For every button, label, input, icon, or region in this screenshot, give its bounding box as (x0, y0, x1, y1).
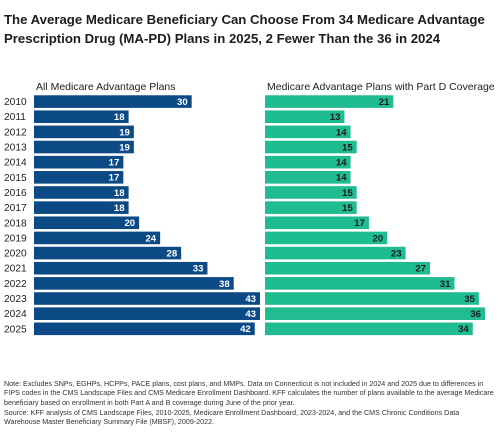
value-label-part-d-2024: 36 (470, 309, 481, 320)
value-label-all-ma-2014: 17 (109, 158, 120, 169)
value-label-all-ma-2010: 30 (177, 97, 188, 108)
bar-all-ma-2013 (34, 140, 134, 154)
value-label-part-d-2021: 27 (415, 264, 426, 275)
bar-part-d-2012 (265, 125, 351, 139)
bar-part-d-2018 (265, 216, 369, 230)
value-label-all-ma-2018: 20 (124, 218, 135, 229)
year-label-2024: 2024 (4, 309, 27, 320)
year-label-2011: 2011 (4, 112, 26, 123)
value-label-part-d-2022: 31 (440, 279, 451, 290)
bar-all-ma-2017 (34, 201, 129, 214)
year-label-2021: 2021 (4, 264, 27, 275)
value-label-all-ma-2025: 42 (240, 324, 251, 335)
bar-part-d-2025 (265, 322, 473, 336)
bar-all-ma-2014 (34, 155, 124, 169)
value-label-part-d-2015: 14 (336, 173, 347, 184)
bar-all-ma-2011 (34, 110, 129, 124)
bar-all-ma-2025 (34, 322, 255, 336)
bar-all-ma-2016 (34, 186, 129, 199)
value-label-all-ma-2013: 19 (119, 142, 130, 153)
bar-part-d-2023 (265, 292, 479, 305)
bar-part-d-2015 (265, 171, 351, 184)
value-label-all-ma-2022: 38 (219, 279, 230, 290)
year-label-2019: 2019 (4, 233, 27, 244)
year-label-2018: 2018 (4, 218, 27, 229)
value-label-all-ma-2011: 18 (114, 112, 125, 123)
chart: The Average Medicare Beneficiary Can Cho… (4, 12, 495, 335)
bar-all-ma-2012 (34, 125, 134, 139)
year-label-2020: 2020 (4, 249, 27, 260)
bar-all-ma-2019 (34, 231, 161, 245)
year-label-2023: 2023 (4, 294, 27, 305)
value-label-part-d-2011: 13 (330, 112, 341, 123)
value-label-part-d-2025: 34 (458, 324, 469, 335)
value-label-part-d-2014: 14 (336, 158, 347, 169)
bar-all-ma-2021 (34, 261, 208, 275)
value-label-all-ma-2012: 19 (119, 127, 130, 138)
year-label-2010: 2010 (4, 97, 27, 108)
bar-all-ma-2022 (34, 277, 234, 290)
value-label-all-ma-2020: 28 (166, 248, 177, 259)
value-label-part-d-2017: 15 (342, 203, 353, 214)
year-label-2014: 2014 (4, 158, 27, 169)
bar-part-d-2019 (265, 231, 388, 245)
bar-all-ma-2015 (34, 171, 124, 184)
chart-title-line-1: The Average Medicare Beneficiary Can Cho… (4, 12, 485, 27)
bar-part-d-2020 (265, 246, 406, 260)
value-label-part-d-2019: 20 (373, 233, 384, 244)
chart-note: Note: Excludes SNPs, EGHPs, HCPPs, PACE … (4, 380, 494, 407)
chart-title-line-2: Prescription Drug (MA-PD) Plans in 2025,… (4, 31, 441, 46)
value-label-all-ma-2023: 43 (245, 294, 256, 305)
year-label-2016: 2016 (4, 188, 27, 199)
bar-all-ma-2020 (34, 246, 182, 260)
bar-all-ma-2018 (34, 216, 140, 230)
value-label-part-d-2013: 15 (342, 142, 353, 153)
bar-all-ma-2023 (34, 292, 260, 305)
value-label-all-ma-2021: 33 (193, 264, 204, 275)
year-label-2013: 2013 (4, 143, 27, 154)
value-label-part-d-2023: 35 (464, 294, 475, 305)
year-label-2012: 2012 (4, 127, 27, 138)
value-label-part-d-2016: 15 (342, 188, 353, 199)
bar-part-d-2021 (265, 261, 430, 275)
value-label-part-d-2010: 21 (379, 97, 390, 108)
bar-part-d-2010 (265, 95, 394, 108)
value-label-all-ma-2016: 18 (114, 188, 125, 199)
bar-part-d-2014 (265, 155, 351, 169)
bar-part-d-2011 (265, 110, 345, 124)
value-label-part-d-2018: 17 (354, 218, 365, 229)
bar-part-d-2013 (265, 140, 357, 154)
year-label-2017: 2017 (4, 203, 27, 214)
plot-area: 2010201120122013201420152016201720182019… (4, 81, 495, 335)
value-label-part-d-2012: 14 (336, 127, 347, 138)
bar-part-d-2016 (265, 186, 357, 199)
value-label-all-ma-2019: 24 (145, 233, 156, 244)
value-label-all-ma-2017: 18 (114, 203, 125, 214)
value-label-part-d-2020: 23 (391, 248, 402, 259)
bar-all-ma-2010 (34, 95, 192, 108)
year-label-2025: 2025 (4, 324, 27, 335)
bar-part-d-2024 (265, 307, 485, 320)
bar-part-d-2022 (265, 277, 455, 290)
panel-label-part-d: Medicare Advantage Plans with Part D Cov… (267, 81, 495, 93)
panel-label-all-ma: All Medicare Advantage Plans (36, 81, 176, 93)
value-label-all-ma-2015: 17 (109, 173, 120, 184)
year-label-2015: 2015 (4, 173, 27, 184)
year-label-2022: 2022 (4, 279, 27, 290)
bar-all-ma-2024 (34, 307, 260, 320)
bar-part-d-2017 (265, 201, 357, 214)
value-label-all-ma-2024: 43 (245, 309, 256, 320)
chart-source: Source: KFF analysis of CMS Landscape Fi… (4, 409, 460, 427)
